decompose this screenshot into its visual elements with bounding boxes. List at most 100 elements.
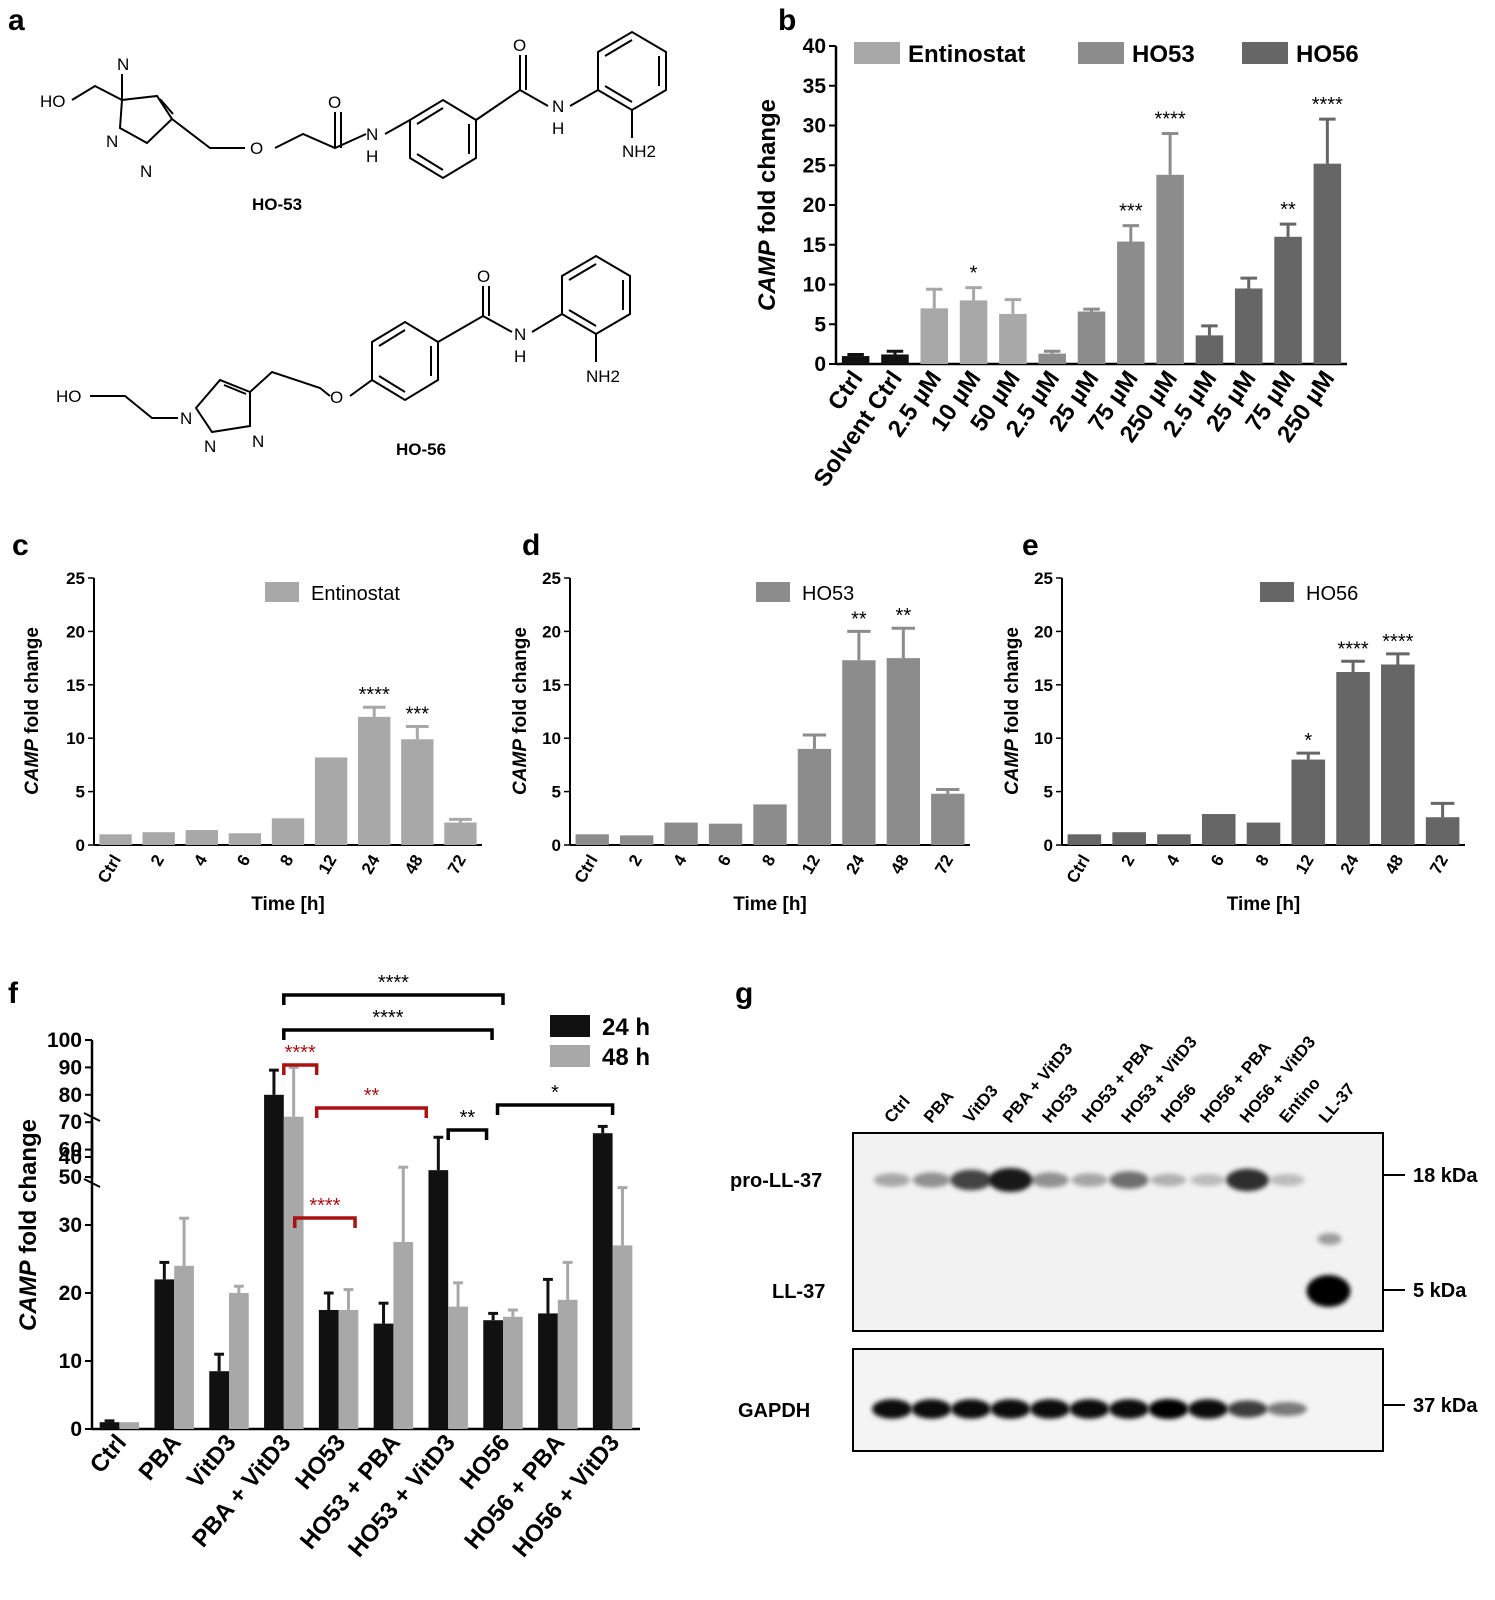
f-y-tick-label: 10 <box>59 1350 82 1373</box>
ho56-benzene-db3 <box>378 375 406 393</box>
ho56-atom-ho: HO <box>56 387 82 406</box>
e-significance: **** <box>1382 631 1413 653</box>
b-y-tick-label: 15 <box>803 234 827 257</box>
ho53-nh2-bond <box>569 89 599 107</box>
f-legend-swatch <box>550 1045 590 1067</box>
blot-row-label: GAPDH <box>738 1400 810 1422</box>
blot-band-gapdh <box>1267 1402 1307 1416</box>
ho56-triazole <box>194 378 251 434</box>
d-x-tick-label: 24 <box>842 851 868 877</box>
panel-label-c: c <box>12 529 29 562</box>
f-bar-24h <box>154 1279 175 1429</box>
d-legend-label: HO53 <box>802 583 854 605</box>
c-x-tick-label: 24 <box>358 851 384 877</box>
f-legend-label: 24 h <box>602 1014 650 1041</box>
e-bar <box>1425 817 1460 845</box>
e-bar <box>1201 814 1236 845</box>
d-x-tick-label: 6 <box>714 852 735 870</box>
ho56-aniline-db3 <box>568 309 597 327</box>
c-y-tick-label: 10 <box>66 729 85 748</box>
f-bar-24h <box>483 1320 503 1429</box>
c-x-tick-label: 12 <box>315 852 341 878</box>
ho56-atom-n2: N <box>204 437 216 456</box>
ho53-ether-chain <box>274 132 367 150</box>
b-bar <box>1077 311 1106 364</box>
blot-band-pro-ll37 <box>1031 1172 1069 1188</box>
d-y-tick-label: 20 <box>542 622 561 641</box>
d-bar <box>575 834 609 845</box>
b-bar <box>1156 174 1184 364</box>
e-x-tick-label: 2 <box>1117 852 1138 870</box>
f-x-tick-label: Ctrl <box>85 1430 132 1479</box>
e-x-tick-label: 24 <box>1337 851 1363 877</box>
b-bar <box>841 356 870 364</box>
f-bar-48h <box>503 1316 523 1429</box>
blot-band-gapdh <box>1188 1399 1228 1419</box>
d-bar <box>797 748 832 845</box>
e-x-tick-label: 48 <box>1381 852 1407 878</box>
blot-membrane-ll37 <box>852 1132 1384 1332</box>
f-bar-48h <box>448 1306 468 1429</box>
c-bar <box>401 739 434 845</box>
ho53-atom-h-amide: H <box>366 147 378 166</box>
c-bar <box>314 757 348 845</box>
c-x-tick-label: 4 <box>190 851 211 869</box>
f-legend-swatch <box>550 1015 590 1037</box>
c-x-tick-label: 72 <box>444 852 470 878</box>
ho53-hydroxyethyl <box>71 74 123 102</box>
ho53-aniline-ring <box>597 30 667 112</box>
b-y-tick-label: 10 <box>803 274 826 297</box>
c-x-tick-label: 6 <box>233 852 254 870</box>
f-axis-break <box>83 1178 101 1188</box>
blot-band-pro-ll37 <box>1109 1171 1149 1189</box>
blot-row-label: LL-37 <box>772 1281 825 1303</box>
ho56-atom-h-amide: H <box>514 347 526 366</box>
f-bar-24h <box>318 1310 339 1429</box>
b-y-tick-label: 35 <box>803 75 827 98</box>
blot-band-pro-ll37 <box>988 1168 1033 1192</box>
c-significance: **** <box>359 684 390 706</box>
d-bar <box>931 793 965 845</box>
f-significance-bracket <box>314 1106 429 1118</box>
ho56-linker <box>249 370 331 397</box>
blot-band-gapdh <box>1109 1399 1149 1419</box>
c-y-tick-label: 5 <box>76 783 85 802</box>
b-bar <box>1234 288 1263 364</box>
e-y-tick-label: 10 <box>1034 729 1053 748</box>
e-bar <box>1112 832 1146 845</box>
c-bar <box>142 832 175 845</box>
blot-band-ll37 <box>1306 1275 1351 1307</box>
f-significance-label: ** <box>364 1085 380 1107</box>
b-legend-swatch <box>1078 42 1124 64</box>
panel-label-b: b <box>778 4 796 37</box>
ho53-triazole-double <box>159 98 174 115</box>
d-x-tick-label: 4 <box>669 851 690 869</box>
ho56-name: HO-56 <box>396 440 446 459</box>
f-significance-bracket <box>446 1128 489 1140</box>
f-bar-24h <box>99 1422 120 1429</box>
blot-membrane-gapdh <box>852 1348 1384 1452</box>
f-significance-bracket <box>282 993 505 1005</box>
f-bar-48h <box>174 1265 194 1429</box>
blot-marker-label: 5 kDa <box>1413 1280 1467 1302</box>
d-y-tick-label: 0 <box>552 836 561 855</box>
d-y-tick-label: 5 <box>552 783 561 802</box>
d-y-tick-label: 10 <box>542 729 561 748</box>
f-bar-48h <box>612 1245 633 1429</box>
ho56-aniline-ring <box>561 254 631 336</box>
ho53-atom-ho: HO <box>40 92 66 111</box>
e-x-tick-label: 4 <box>1162 851 1183 869</box>
f-bar-24h <box>209 1371 229 1429</box>
e-significance: **** <box>1337 638 1368 660</box>
f-y-tick-label: 20 <box>59 1282 82 1305</box>
d-legend-swatch <box>756 582 790 602</box>
f-significance-bracket <box>282 1063 319 1075</box>
f-x-tick-label: PBA <box>134 1430 187 1486</box>
c-significance: *** <box>406 703 430 725</box>
b-bar <box>1117 241 1145 364</box>
